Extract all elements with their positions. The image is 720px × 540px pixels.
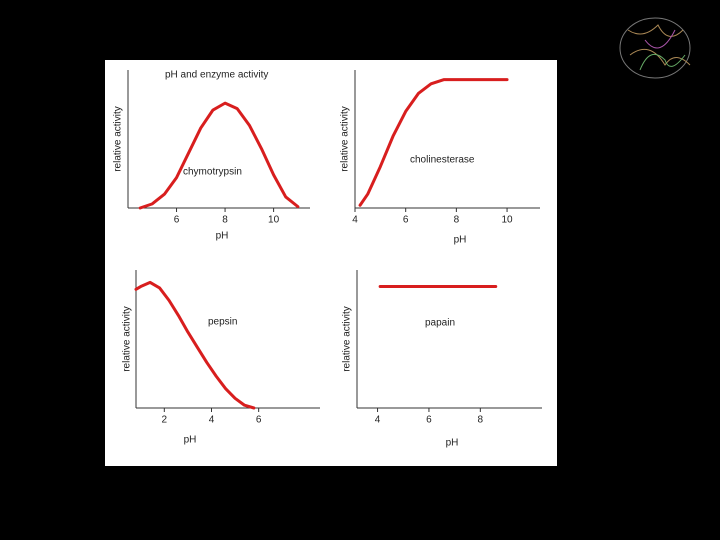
enzyme-label: chymotrypsin bbox=[183, 167, 242, 178]
activity-curve bbox=[358, 78, 509, 207]
figure-panel bbox=[105, 60, 557, 466]
x-axis-label: pH bbox=[446, 438, 459, 449]
x-axis-label: pH bbox=[454, 235, 467, 246]
enzyme-label: pepsin bbox=[208, 317, 237, 328]
x-tick-label: 2 bbox=[162, 415, 168, 426]
x-tick-label: 4 bbox=[375, 415, 381, 426]
x-tick-label: 10 bbox=[268, 215, 280, 226]
enzyme-label: papain bbox=[425, 318, 455, 329]
x-tick-label: 6 bbox=[174, 215, 180, 226]
x-tick-label: 4 bbox=[209, 415, 215, 426]
x-tick-label: 6 bbox=[426, 415, 432, 426]
x-tick-label: 6 bbox=[256, 415, 262, 426]
figure-title: pH and enzyme activity bbox=[165, 70, 268, 81]
x-tick-label: 6 bbox=[403, 215, 409, 226]
activity-curve bbox=[134, 280, 256, 410]
molecule-icon bbox=[619, 17, 691, 79]
y-axis-label: relative activity bbox=[342, 306, 353, 372]
y-axis-label: relative activity bbox=[340, 106, 351, 172]
x-axis-label: pH bbox=[184, 435, 197, 446]
y-axis-label: relative activity bbox=[122, 306, 133, 372]
activity-curve bbox=[138, 101, 300, 210]
y-axis-label: relative activity bbox=[113, 106, 124, 172]
x-tick-label: 4 bbox=[352, 215, 358, 226]
x-tick-label: 8 bbox=[454, 215, 460, 226]
x-axis-label: pH bbox=[216, 231, 229, 242]
x-tick-label: 8 bbox=[222, 215, 228, 226]
enzyme-label: cholinesterase bbox=[410, 155, 475, 166]
x-tick-label: 10 bbox=[501, 215, 513, 226]
x-tick-label: 8 bbox=[478, 415, 484, 426]
